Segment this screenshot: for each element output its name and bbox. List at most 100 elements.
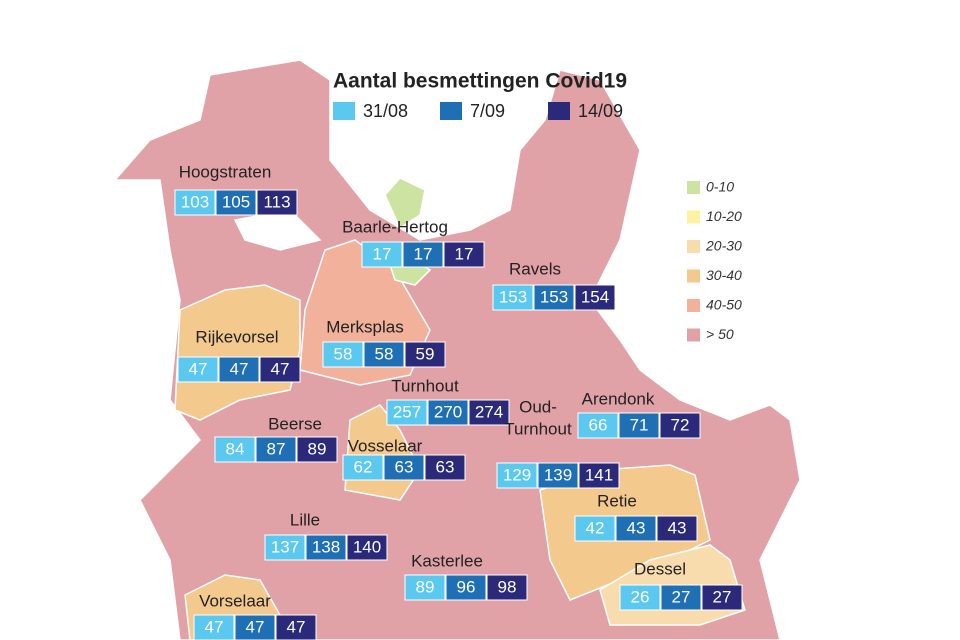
municipality-name: Turnhout [391,376,459,395]
value-box [402,241,444,268]
value-box [660,584,702,611]
value-label: 84 [226,439,245,458]
value-label: 141 [585,465,613,484]
value-box [468,399,510,426]
value-box [346,534,388,561]
legend-label: 31/08 [363,101,408,121]
value-label: 62 [354,457,373,476]
value-box [404,574,446,601]
value-box [305,534,347,561]
value-label: 153 [540,287,568,306]
value-label: 59 [416,344,435,363]
value-label: 72 [671,415,690,434]
value-box [618,412,660,439]
value-label: 43 [627,518,646,537]
value-box [577,412,619,439]
class-label: 10-20 [706,208,742,224]
value-label: 63 [395,457,414,476]
value-box [492,284,534,311]
class-swatch [687,210,700,224]
value-label: 17 [373,244,392,263]
value-box [383,454,425,481]
municipality-name: Dessel [634,559,686,578]
value-box [361,241,403,268]
value-label: 89 [416,577,435,596]
value-label: 138 [312,537,340,556]
legend-title: Aantal besmettingen Covid19 [333,70,627,93]
class-swatch [687,299,700,312]
value-box [619,584,661,611]
value-box [215,189,257,216]
value-label: 153 [499,287,527,306]
value-label: 58 [334,344,353,363]
class-swatch [687,240,700,253]
value-box [486,574,528,601]
value-label: 140 [353,537,381,556]
value-label: 105 [222,192,250,211]
municipality-name: Vorselaar [199,591,271,610]
municipality-name: Lille [290,510,320,529]
value-box [214,436,256,463]
municipality-name: Rijkevorsel [195,327,278,346]
region [384,177,426,230]
value-box [177,356,219,383]
value-box [537,462,579,489]
value-box [701,584,743,611]
value-label: 154 [581,287,609,306]
value-label: 17 [414,244,433,263]
value-box [656,515,698,542]
value-box [363,341,405,368]
value-label: 71 [630,415,649,434]
value-box [264,534,306,561]
value-box [256,189,298,216]
value-box [386,399,428,426]
value-label: 47 [189,359,208,378]
legend-label: 7/09 [470,101,505,121]
value-label: 63 [436,457,455,476]
value-box [578,462,620,489]
legend-swatch [333,102,355,120]
value-label: 27 [713,587,732,606]
class-label: 30-40 [706,267,742,283]
legend-swatch [548,102,570,120]
municipality-name: Kasterlee [411,551,483,570]
value-label: 98 [498,577,517,596]
value-box [255,436,297,463]
value-box [193,614,235,640]
value-box [259,356,301,383]
class-swatch [687,269,700,283]
value-label: 257 [393,402,421,421]
municipality-name: Arendonk [582,389,655,408]
value-box [427,399,469,426]
value-label: 96 [457,577,476,596]
value-box [322,341,364,368]
value-box [574,284,616,311]
class-swatch [687,181,700,194]
municipality-name: Baarle-Hertog [342,217,448,236]
legend-label: 14/09 [578,101,623,121]
value-label: 47 [205,617,224,636]
value-box [443,241,485,268]
value-label: 137 [271,537,299,556]
municipality-name: Merksplas [326,317,403,336]
value-label: 139 [544,465,572,484]
value-label: 47 [271,359,290,378]
municipality-name: Ravels [509,259,561,278]
value-box [615,515,657,542]
value-label: 89 [308,439,327,458]
value-box [445,574,487,601]
municipality-name: Beerse [268,414,322,433]
value-label: 103 [181,192,209,211]
value-label: 270 [434,402,462,421]
value-label: 47 [246,617,265,636]
value-label: 42 [586,518,605,537]
value-box [296,436,338,463]
value-box [659,412,701,439]
value-label: 47 [230,359,249,378]
value-label: 43 [668,518,687,537]
municipality-name: Vosselaar [348,436,423,455]
value-box [533,284,575,311]
municipality-name: Retie [597,491,637,510]
value-box [234,614,276,640]
value-box [574,515,616,542]
